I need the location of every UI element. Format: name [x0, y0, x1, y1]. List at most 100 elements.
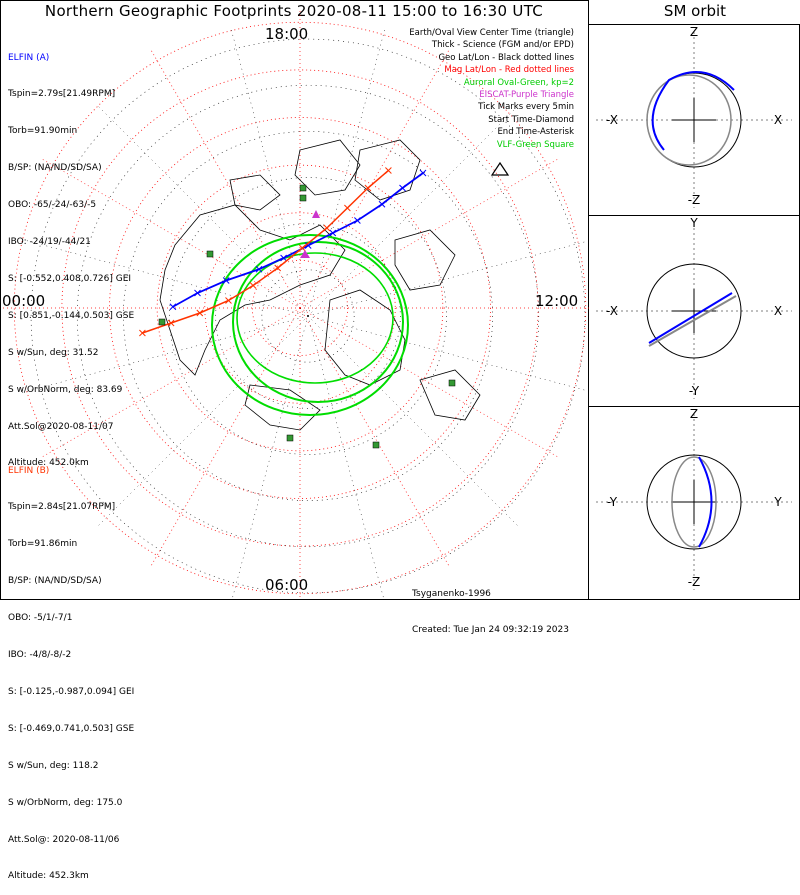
- map-legend: Earth/Oval View Center Time (triangle) Th…: [409, 27, 574, 151]
- legend-item: Thick - Science (FGM and/or EPD): [431, 40, 574, 51]
- auroral-oval-outer: [211, 234, 409, 416]
- elfin-b-line: Torb=91.86min: [8, 539, 78, 550]
- vlf-square: [299, 194, 307, 202]
- track-tick: [249, 282, 257, 289]
- geo-lon-line: [18, 315, 309, 394]
- clock-label-right: 12:00: [535, 292, 579, 310]
- sm-label-left: -X: [606, 304, 618, 318]
- track-tick: [280, 254, 287, 262]
- vlf-square: [372, 441, 380, 449]
- sm-label-bottom: -Z: [688, 193, 701, 207]
- view-center-triangle: [490, 161, 510, 176]
- track-tick: [385, 167, 392, 174]
- elfin-b-line: S w/Sun, deg: 118.2: [8, 760, 99, 771]
- geo-lat-circle: [30, 38, 586, 594]
- mag-lat-circle: [204, 212, 396, 404]
- geo-lon-line: [307, 315, 521, 529]
- track-tick: [344, 204, 351, 212]
- sm-panel-yz: Z -Z -Y Y: [596, 407, 792, 590]
- earth-circle: [646, 263, 742, 359]
- legend-item: Earth/Oval View Center Time (triangle): [409, 28, 574, 38]
- elfin-a-line: S w/OrbNorm, deg: 83.69: [8, 384, 123, 395]
- sm-panel-xy: Y -Y -X X: [596, 216, 792, 399]
- elfin-b-line: S: [-0.125,-0.987,0.094] GEI: [8, 686, 135, 697]
- elfin-a-line: OBO: -65/-24/-63/-5: [8, 200, 97, 211]
- sm-panel-xz: Z -Z -X X: [596, 25, 792, 208]
- track-tick: [167, 319, 175, 327]
- mag-lon-line: [149, 307, 301, 568]
- elfin-a-line: B/SP: (NA/ND/SD/SA): [8, 163, 102, 174]
- geo-grid: [18, 26, 589, 600]
- track-tick: [274, 264, 282, 272]
- elfin-a-line: S: [0.851,-0.144,0.503] GSE: [8, 310, 135, 321]
- coastline: [244, 384, 321, 431]
- footer-info: Tsyganenko-1996 Created: Tue Jan 24 09:3…: [412, 564, 569, 648]
- legend-item: Geo Lat/Lon - Black dotted lines: [438, 52, 574, 63]
- elfin-b-line: B/SP: (NA/ND/SD/SA): [8, 576, 102, 587]
- track-tick: [419, 169, 427, 177]
- track-tick: [255, 265, 263, 273]
- vlf-square: [299, 184, 307, 192]
- mag-lat-circle: [109, 117, 491, 499]
- geo-lon-line: [95, 315, 309, 529]
- coastline: [159, 204, 346, 376]
- geo-lon-line: [307, 26, 386, 317]
- track-tick: [329, 229, 337, 237]
- elfin-b-header: ELFIN (B): [8, 465, 50, 476]
- mag-grid: [0, 8, 589, 600]
- vlf-square: [206, 250, 214, 258]
- geo-lon-line: [18, 238, 309, 317]
- legend-item: Auroral Oval-Green, kp=2: [463, 77, 574, 88]
- elfin-b-info: ELFIN (B) Tspin=2.84s[21.07RPM] Torb=91.…: [8, 440, 134, 895]
- elfin-b-line: S w/OrbNorm, deg: 175.0: [8, 797, 123, 808]
- orbit-gray: [646, 74, 732, 166]
- track-tick: [298, 244, 306, 252]
- track-tick: [304, 242, 312, 249]
- track-tick: [194, 289, 201, 297]
- orbit-gray: [648, 295, 737, 347]
- mag-lat-circle: [156, 164, 444, 452]
- vlf-square: [286, 434, 294, 442]
- geo-lon-line: [307, 315, 385, 600]
- mag-lat-circle: [13, 21, 587, 595]
- geo-lat-circle: [169, 177, 447, 455]
- sm-label-top: Z: [690, 407, 698, 421]
- auroral-oval-outer2: [232, 241, 404, 403]
- sm-label-left: -X: [606, 113, 618, 127]
- legend-item: Tick Marks every 5min: [478, 102, 574, 113]
- track-tick: [196, 309, 204, 317]
- elfin-a-line: Torb=91.90min: [8, 126, 78, 137]
- elfin-a-header: ELFIN (A): [8, 52, 50, 63]
- geo-lon-line: [307, 240, 589, 317]
- polar-map: [0, 8, 589, 600]
- mag-lon-line: [299, 307, 560, 459]
- page-title: Northern Geographic Footprints 2020-08-1…: [44, 2, 544, 20]
- geo-lat-circle: [123, 131, 493, 501]
- sm-label-top: Y: [689, 216, 698, 230]
- clock-label-top: 18:00: [265, 25, 309, 43]
- elfin-a-line: Tspin=2.79s[21.49RPM]: [8, 89, 116, 100]
- geo-lat-circle: [76, 84, 540, 548]
- continents: [159, 139, 481, 431]
- track-tick: [222, 277, 230, 284]
- sm-orbit-title: SM orbit: [663, 2, 727, 20]
- elfin-a-line: Att.Sol@2020-08-11/07: [8, 421, 114, 432]
- sm-label-right: X: [774, 113, 782, 127]
- coastline: [229, 174, 281, 211]
- legend-item: EISCAT-Purple Triangle: [479, 90, 574, 101]
- geo-lon-line: [95, 103, 309, 317]
- sm-label-bottom: -Y: [689, 384, 700, 398]
- elfin-b-line: OBO: -5/1/-7/1: [8, 613, 73, 624]
- geo-lat-circle: [215, 223, 401, 409]
- coastline: [294, 139, 361, 196]
- elfin-a-info: ELFIN (A) Tspin=2.79s[21.49RPM] Torb=91.…: [8, 27, 134, 482]
- orbit-a: [648, 292, 733, 344]
- legend-item: Start Time-Diamond: [488, 114, 574, 125]
- sm-label-right: X: [774, 304, 782, 318]
- track-tick: [354, 217, 361, 224]
- track-tick: [399, 184, 406, 192]
- eiscat-triangle-2: [300, 250, 310, 258]
- orbit-a: [698, 456, 713, 548]
- geo-lat-circle: [261, 269, 355, 363]
- sm-label-left: -Y: [607, 495, 618, 509]
